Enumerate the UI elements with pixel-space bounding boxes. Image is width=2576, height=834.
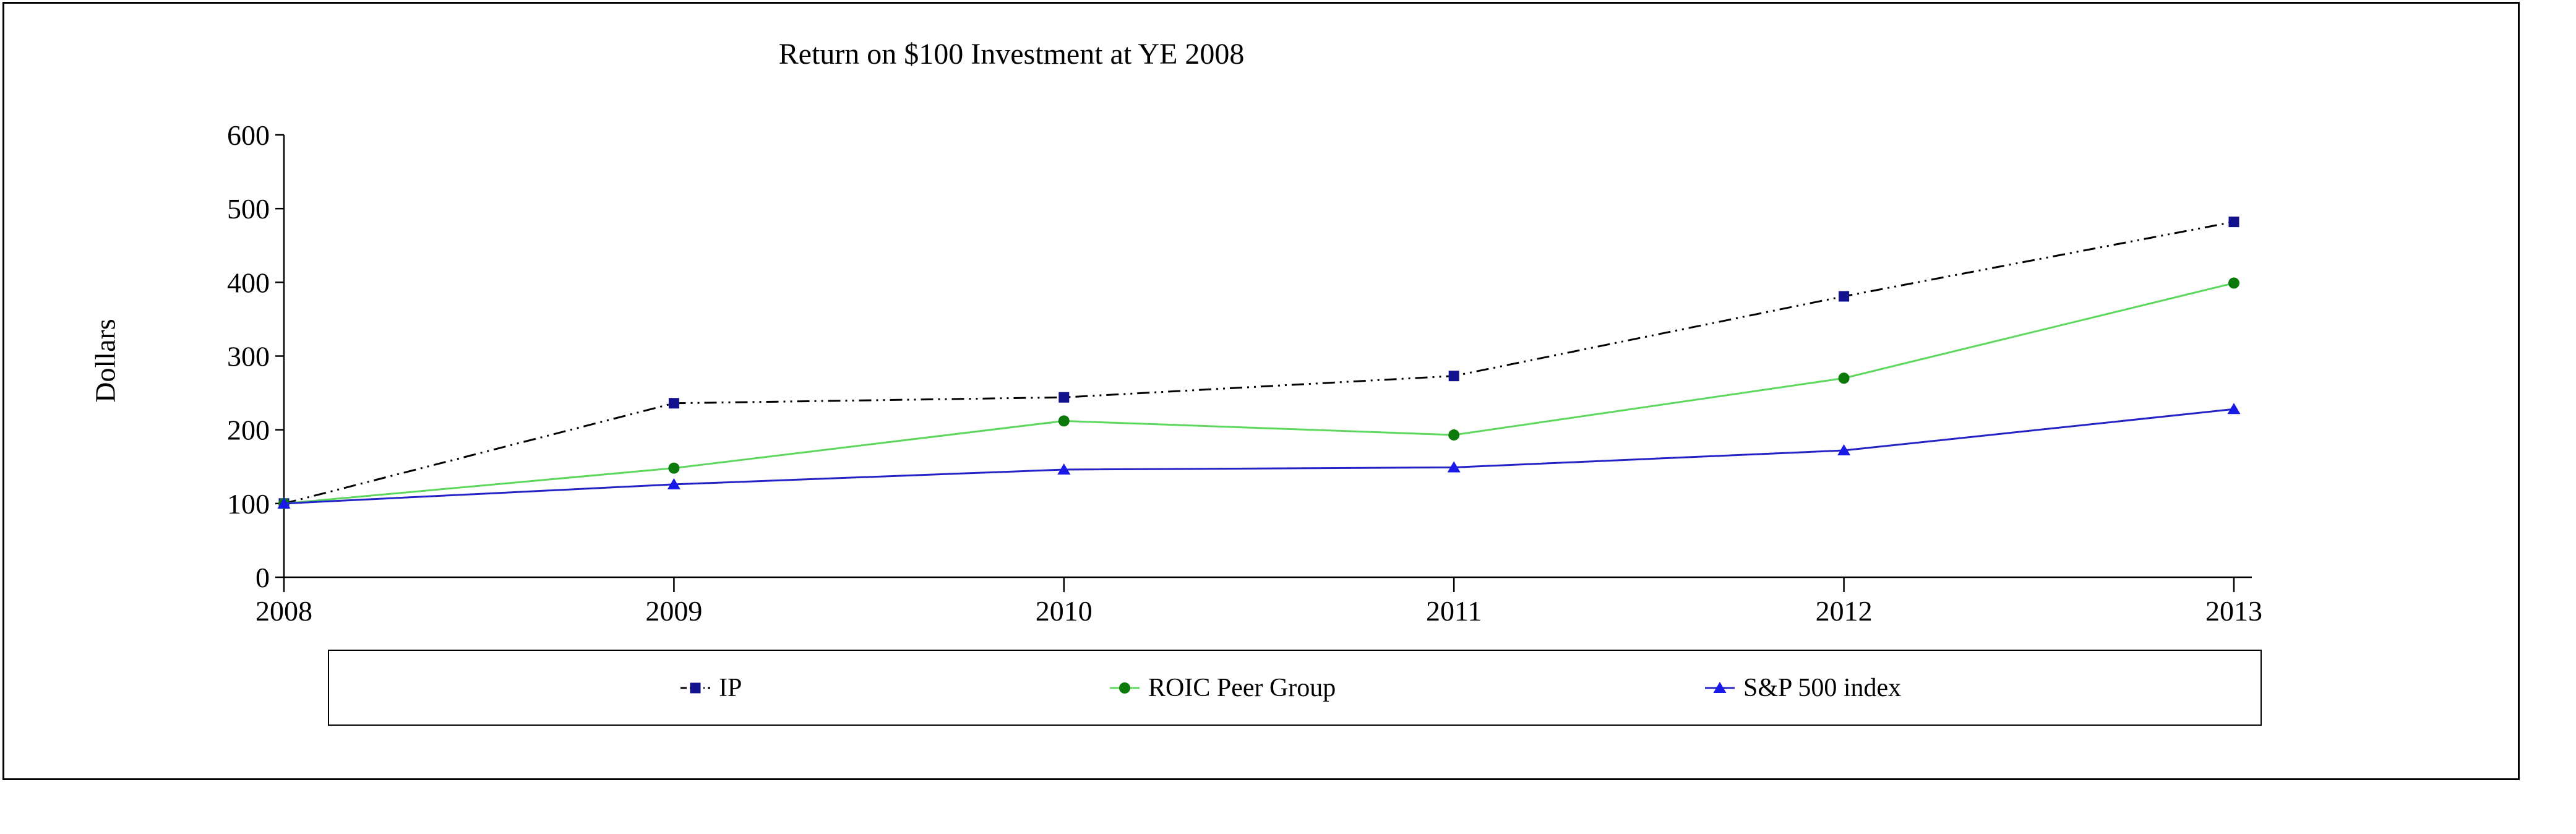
x-tick-label: 2008 <box>255 595 312 627</box>
data-point-marker <box>1837 444 1851 456</box>
data-point-marker <box>2228 217 2239 228</box>
data-point-marker <box>668 398 679 409</box>
chart-title: Return on $100 Investment at YE 2008 <box>778 38 1245 71</box>
data-point-marker <box>1839 291 1850 302</box>
data-point-marker <box>277 497 291 509</box>
legend-entry: ROIC Peer Group <box>1109 673 1336 703</box>
chart-legend: IP ROIC Peer Group S&P 500 index <box>328 650 2262 726</box>
x-tick-label: 2012 <box>1816 595 1873 627</box>
series-line-square <box>283 221 2235 505</box>
series-line-triangle <box>283 408 2235 505</box>
data-point-marker <box>2228 277 2239 289</box>
x-tick-label: 2011 <box>1426 595 1482 627</box>
y-tick-label: 0 <box>255 562 270 593</box>
legend-entry: IP <box>679 673 742 703</box>
legend-label: S&P 500 index <box>1743 673 1902 702</box>
data-point-marker <box>1448 371 1459 382</box>
y-tick-label: 200 <box>227 415 270 446</box>
y-tick-label: 600 <box>227 119 270 151</box>
data-point-marker <box>668 462 680 474</box>
series-line-circle <box>283 282 2235 505</box>
y-tick-label: 500 <box>227 193 270 225</box>
data-point-marker <box>1058 392 1070 403</box>
data-point-marker <box>667 478 680 489</box>
x-tick-label: 2009 <box>645 595 702 627</box>
data-point-marker <box>1058 415 1070 427</box>
data-point-marker <box>1447 461 1461 473</box>
circle-legend-icon <box>1110 682 1140 694</box>
data-point-marker <box>1057 463 1071 475</box>
triangle-legend-icon <box>1705 681 1735 693</box>
y-tick-label: 300 <box>227 341 270 372</box>
x-tick-label: 2010 <box>1036 595 1093 627</box>
y-tick-label: 400 <box>227 267 270 298</box>
square-legend-icon <box>680 682 710 693</box>
legend-label: IP <box>719 673 742 702</box>
legend-entry: S&P 500 index <box>1704 673 1901 703</box>
data-point-marker <box>1838 372 1850 384</box>
legend-label: ROIC Peer Group <box>1148 673 1336 702</box>
data-point-marker <box>1448 429 1460 441</box>
x-tick-label: 2013 <box>2205 595 2262 627</box>
y-tick-label: 100 <box>227 488 270 520</box>
data-point-marker <box>2227 403 2241 415</box>
